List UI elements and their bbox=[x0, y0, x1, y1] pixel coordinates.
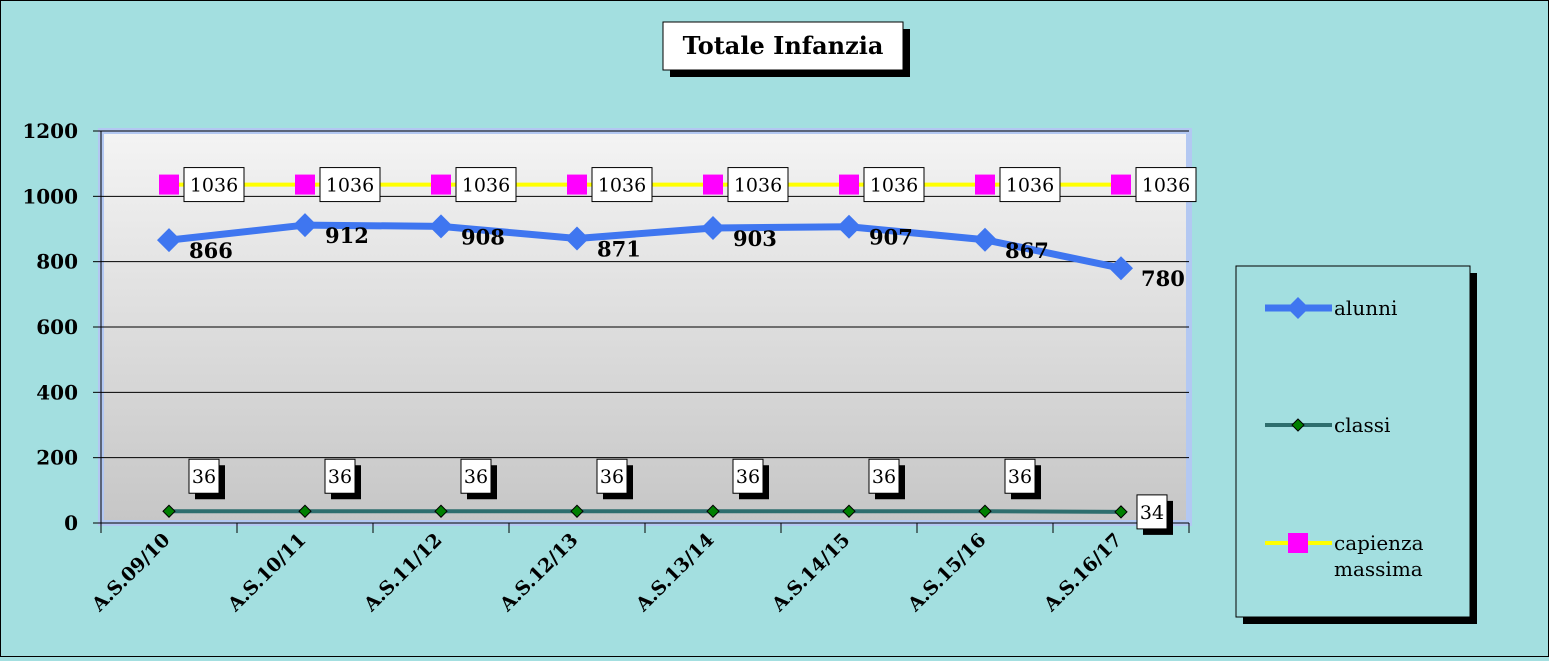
point-classi bbox=[842, 504, 856, 518]
data-label-alunni: 780 bbox=[1141, 266, 1185, 291]
data-label-box bbox=[188, 458, 220, 494]
data-label-classi: 34 bbox=[1140, 502, 1164, 524]
data-label-box bbox=[1135, 167, 1197, 203]
legend: alunni classi capienza massima bbox=[1235, 265, 1477, 624]
point-classi bbox=[978, 504, 992, 518]
y-tick-label: 1000 bbox=[22, 184, 78, 208]
point-classi bbox=[298, 504, 312, 518]
legend-label-line: massima bbox=[1334, 557, 1423, 581]
series-line-classi bbox=[169, 509, 1122, 514]
y-tick-label: 200 bbox=[36, 446, 78, 470]
data-label-classi: 36 bbox=[1008, 466, 1032, 488]
data-label-alunni: 912 bbox=[325, 223, 369, 248]
data-label-classi: 36 bbox=[464, 466, 488, 488]
data-label-box bbox=[183, 167, 245, 203]
data-label-box bbox=[732, 458, 764, 494]
legend-label: capienza massima bbox=[1334, 531, 1424, 581]
legend-label: alunni bbox=[1334, 296, 1397, 320]
series-line-alunni bbox=[168, 221, 1122, 272]
point-classi bbox=[570, 504, 584, 518]
point-capienza-massima bbox=[159, 174, 179, 195]
data-label-alunni: 871 bbox=[597, 236, 641, 261]
data-label-alunni: 867 bbox=[1005, 238, 1049, 263]
y-tick-label: 600 bbox=[36, 315, 78, 339]
point-alunni bbox=[429, 214, 453, 239]
data-label-box bbox=[863, 167, 925, 203]
point-alunni bbox=[973, 227, 997, 252]
title-box bbox=[662, 21, 904, 71]
data-label-alunni: 866 bbox=[189, 238, 233, 263]
data-label-classi: 36 bbox=[872, 466, 896, 488]
point-capienza-massima bbox=[839, 174, 859, 195]
legend-label-line: capienza bbox=[1334, 531, 1424, 555]
point-alunni bbox=[157, 228, 181, 253]
legend-marker-classi bbox=[1291, 418, 1305, 432]
data-label-classi: 36 bbox=[600, 466, 624, 488]
point-capienza-massima bbox=[295, 174, 315, 195]
data-label-box bbox=[999, 167, 1061, 203]
data-label-capienza-massima: 1036 bbox=[190, 175, 238, 197]
x-tick-label: A.S.13/14 bbox=[631, 529, 719, 617]
legend-label: classi bbox=[1334, 413, 1390, 437]
data-label-capienza-massima: 1036 bbox=[326, 175, 374, 197]
point-classi bbox=[706, 504, 720, 518]
point-capienza-massima bbox=[975, 174, 995, 195]
y-tick-label: 400 bbox=[36, 380, 78, 404]
data-label-classi: 36 bbox=[736, 466, 760, 488]
point-alunni bbox=[701, 216, 725, 241]
x-tick-label: A.S.09/10 bbox=[87, 529, 175, 617]
legend-marker-alunni bbox=[1287, 297, 1309, 319]
x-tick-label: A.S.10/11 bbox=[223, 529, 311, 617]
data-label-alunni: 907 bbox=[869, 225, 913, 250]
legend-label-line: classi bbox=[1334, 413, 1390, 437]
point-capienza-massima bbox=[567, 174, 587, 195]
point-alunni bbox=[565, 226, 589, 251]
x-tick-label: A.S.16/17 bbox=[1039, 529, 1127, 617]
y-tick-label: 1200 bbox=[22, 119, 78, 143]
point-classi bbox=[162, 504, 176, 518]
data-label-box bbox=[868, 458, 900, 494]
point-classi bbox=[1114, 505, 1128, 519]
data-label-box bbox=[596, 458, 628, 494]
x-tick-label: A.S.11/12 bbox=[359, 529, 447, 617]
data-label-classi: 36 bbox=[328, 466, 352, 488]
data-label-box bbox=[319, 167, 381, 203]
point-classi bbox=[434, 504, 448, 518]
data-label-alunni: 903 bbox=[733, 226, 777, 251]
data-label-alunni: 908 bbox=[461, 224, 505, 249]
data-label-box bbox=[591, 167, 653, 203]
y-tick-label: 0 bbox=[64, 511, 78, 535]
point-capienza-massima bbox=[703, 174, 723, 195]
legend-box bbox=[1235, 265, 1471, 618]
point-alunni bbox=[837, 214, 861, 239]
legend-marker-capienza-massima bbox=[1288, 533, 1308, 553]
data-label-box bbox=[460, 458, 492, 494]
x-tick-label: A.S.12/13 bbox=[495, 529, 583, 617]
data-label-capienza-massima: 1036 bbox=[870, 175, 918, 197]
data-label-capienza-massima: 1036 bbox=[598, 175, 646, 197]
point-alunni bbox=[293, 213, 317, 238]
data-label-box bbox=[1004, 458, 1036, 494]
x-tick-label: A.S.15/16 bbox=[903, 529, 991, 617]
data-labels: 1036 1036 1036 1036 1036 1036 1036 1036 866 912 90… bbox=[183, 167, 1197, 535]
legend-label-line: alunni bbox=[1334, 296, 1397, 320]
series-layer bbox=[157, 174, 1133, 519]
y-tick-label: 800 bbox=[36, 250, 78, 274]
chart-title: Totale Infanzia bbox=[683, 31, 884, 60]
data-label-box bbox=[455, 167, 517, 203]
data-label-classi: 36 bbox=[192, 466, 216, 488]
point-alunni bbox=[1109, 256, 1133, 281]
data-label-box bbox=[324, 458, 356, 494]
data-label-capienza-massima: 1036 bbox=[1142, 175, 1190, 197]
point-capienza-massima bbox=[431, 174, 451, 195]
data-label-capienza-massima: 1036 bbox=[1006, 175, 1054, 197]
point-capienza-massima bbox=[1111, 174, 1131, 195]
x-tick-label: A.S.14/15 bbox=[767, 529, 855, 617]
data-label-box bbox=[1136, 494, 1168, 530]
data-label-capienza-massima: 1036 bbox=[734, 175, 782, 197]
data-label-box bbox=[727, 167, 789, 203]
data-label-capienza-massima: 1036 bbox=[462, 175, 510, 197]
